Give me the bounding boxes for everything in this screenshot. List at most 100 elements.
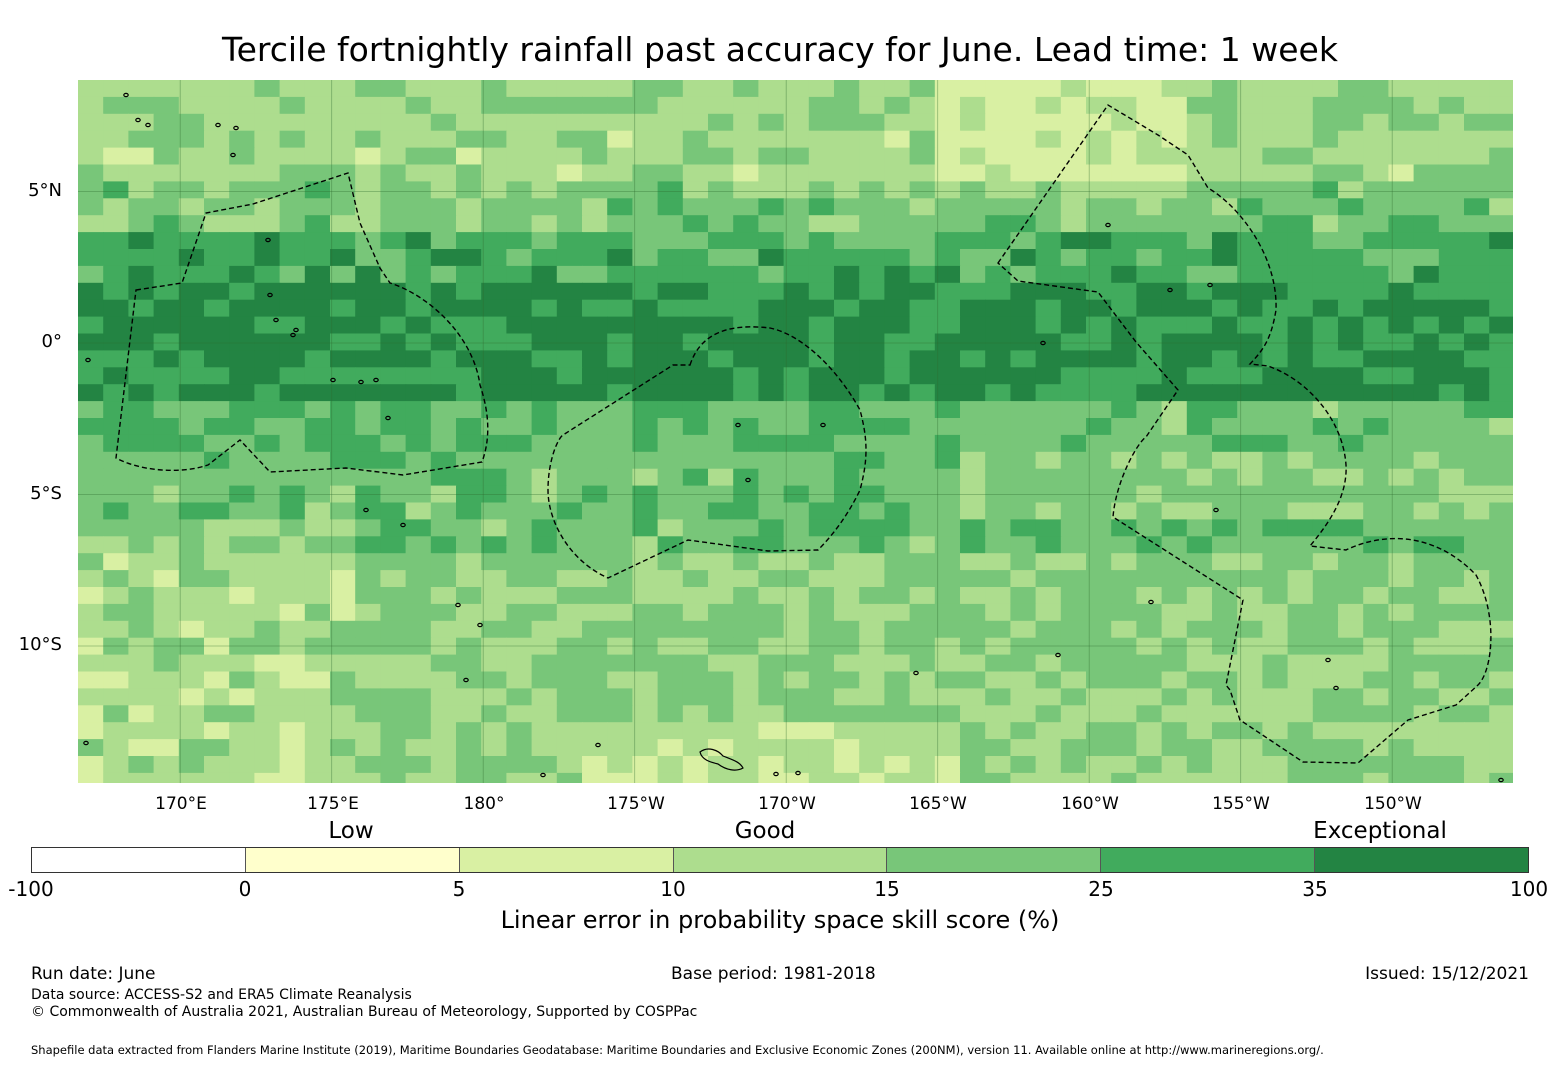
skill-cell	[960, 80, 986, 98]
skill-cell	[758, 468, 785, 487]
skill-cell	[355, 181, 381, 199]
skill-cell	[229, 468, 255, 487]
skill-cell	[1086, 215, 1112, 233]
skill-cell	[380, 333, 407, 351]
skill-cell	[708, 519, 734, 537]
skill-cell	[733, 756, 759, 774]
skill-cell	[304, 401, 331, 419]
skill-cell	[506, 688, 533, 706]
skill-cell	[632, 215, 659, 233]
skill-cell	[859, 249, 885, 267]
skill-cell	[1464, 215, 1490, 233]
skill-cell	[1388, 350, 1415, 368]
skill-cell	[506, 756, 533, 774]
skill-cell	[1413, 418, 1440, 436]
skill-cell	[1212, 215, 1238, 233]
skill-cell	[632, 654, 659, 673]
skill-cell	[1161, 249, 1188, 267]
lon-label-170w: 170°W	[758, 794, 816, 814]
skill-cell	[657, 265, 684, 284]
skill-cell	[1161, 181, 1188, 199]
skill-cell	[1186, 299, 1213, 318]
skill-cell	[934, 367, 961, 385]
skill-cell	[229, 620, 255, 639]
skill-cell	[1413, 587, 1440, 605]
skill-cell	[1136, 502, 1163, 520]
skill-cell	[859, 587, 885, 605]
skill-cell	[456, 265, 482, 284]
skill-cell	[1161, 451, 1188, 470]
skill-cell	[178, 502, 205, 520]
skill-cell	[859, 485, 885, 504]
skill-cell	[1111, 164, 1137, 182]
skill-cell	[380, 80, 407, 98]
skill-cell	[783, 654, 810, 673]
skill-cell	[1312, 451, 1339, 470]
skill-cell	[330, 434, 356, 453]
skill-cell	[859, 722, 885, 740]
lon-label-155w: 155°W	[1212, 794, 1270, 814]
skill-cell	[481, 722, 507, 740]
skill-cell	[834, 722, 860, 740]
skill-cell	[178, 671, 205, 689]
skill-cell	[78, 468, 104, 487]
skill-cell	[808, 772, 835, 783]
skill-cell	[1489, 587, 1513, 605]
skill-cell	[1489, 333, 1513, 351]
skill-cell	[1363, 299, 1389, 318]
skill-cell	[834, 603, 860, 622]
skill-cell	[481, 316, 507, 335]
skill-cell	[985, 688, 1011, 706]
skill-cell	[1035, 705, 1062, 723]
skill-cell	[1035, 147, 1062, 166]
skill-cell	[229, 282, 255, 301]
skill-cell	[985, 451, 1011, 470]
skill-cell	[330, 654, 356, 673]
skill-cell	[884, 113, 911, 132]
skill-cell	[78, 756, 104, 774]
skill-cell	[884, 722, 911, 740]
skill-cell	[1413, 282, 1440, 301]
skill-cell	[229, 215, 255, 233]
skill-cell	[279, 147, 306, 166]
skill-cell	[229, 722, 255, 740]
skill-cell	[834, 164, 860, 182]
skill-cell	[78, 130, 104, 149]
skill-cell	[1388, 722, 1415, 740]
skill-cell	[531, 671, 558, 689]
skill-cell	[1212, 654, 1238, 673]
skill-cell	[153, 519, 180, 537]
skill-cell	[1287, 384, 1314, 402]
skill-cell	[330, 485, 356, 504]
skill-cell	[456, 215, 482, 233]
lon-label-175w: 175°W	[607, 794, 665, 814]
skill-cell	[1186, 502, 1213, 520]
lon-label-175e: 175°E	[307, 794, 359, 814]
skill-cell	[1111, 434, 1137, 453]
skill-cell	[960, 164, 986, 182]
skill-cell	[103, 637, 129, 656]
skill-cell	[1136, 333, 1163, 351]
skill-cell	[330, 772, 356, 783]
skill-cell	[254, 756, 281, 774]
skill-cell	[783, 688, 810, 706]
skill-cell	[355, 215, 381, 233]
skill-cell	[1010, 772, 1037, 783]
skill-cell	[632, 299, 659, 318]
skill-cell	[1186, 232, 1213, 250]
skill-cell	[128, 367, 155, 385]
skill-cell	[380, 722, 407, 740]
skill-cell	[128, 249, 155, 267]
island-outline	[1213, 507, 1219, 513]
skill-cell	[1438, 401, 1465, 419]
skill-cell	[1338, 367, 1364, 385]
skill-cell	[1489, 316, 1513, 335]
skill-cell	[733, 468, 759, 487]
island-outline	[463, 677, 469, 683]
skill-cell	[960, 722, 986, 740]
skill-cell	[1413, 113, 1440, 132]
skill-cell	[1363, 688, 1389, 706]
skill-cell	[1388, 739, 1415, 757]
skill-cell	[304, 570, 331, 588]
skill-cell	[859, 316, 885, 335]
